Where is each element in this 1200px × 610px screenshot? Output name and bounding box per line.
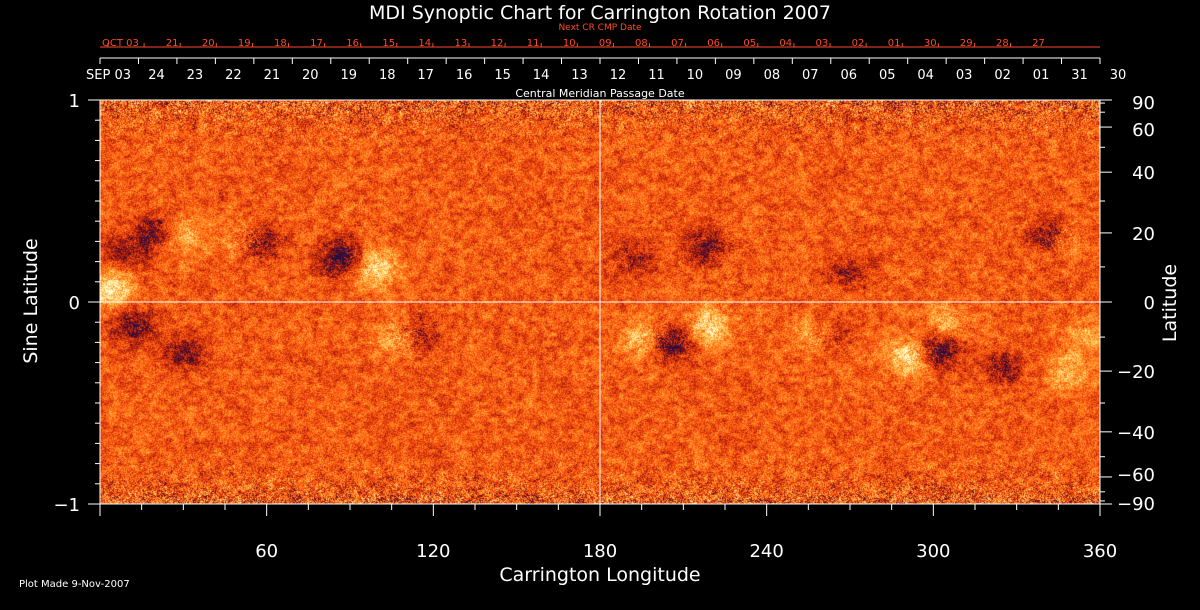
next-cr-date-label: 06: [707, 38, 720, 49]
next-cr-date-label: 21: [166, 38, 179, 49]
next-cr-date-label: 13: [455, 38, 468, 49]
next-cr-date-label: 20: [202, 38, 215, 49]
plot-date-footer: Plot Made 9-Nov-2007: [19, 579, 130, 590]
cmp-date-label: 24: [148, 68, 165, 83]
chart-title: MDI Synoptic Chart for Carrington Rotati…: [369, 2, 831, 24]
cmp-date-label: 02: [994, 68, 1011, 83]
y-right-tick-label: 0: [1144, 293, 1155, 314]
y-right-tick-label: 90: [1132, 93, 1155, 114]
next-cr-date-label: 29: [960, 38, 973, 49]
next-cr-date-label: 03: [816, 38, 829, 49]
next-cr-date-label: 16: [346, 38, 359, 49]
cmp-date-label: 10: [687, 68, 704, 83]
y-right-tick-label: −20: [1117, 362, 1155, 383]
x-tick-label: 60: [255, 541, 278, 562]
y-left-tick-label: 1: [69, 91, 80, 112]
x-tick-label: 240: [749, 541, 783, 562]
cmp-date-label: 31: [1071, 68, 1088, 83]
cmp-date-label: 19: [340, 68, 357, 83]
next-cr-date-label: 02: [852, 38, 865, 49]
next-cr-date-label: 05: [743, 38, 756, 49]
next-cr-date-label: 11: [527, 38, 540, 49]
cmp-date-label: 22: [225, 68, 242, 83]
cmp-date-label: 17: [417, 68, 434, 83]
x-tick-label: 300: [916, 541, 950, 562]
cmp-date-label: 04: [917, 68, 934, 83]
cmp-date-label: 21: [264, 68, 281, 83]
next-cr-date-label: 18: [274, 38, 287, 49]
y-right-tick-label: −40: [1117, 423, 1155, 444]
cmp-date-label: 20: [302, 68, 319, 83]
next-cr-date-label: 07: [671, 38, 684, 49]
cmp-date-label: 05: [879, 68, 896, 83]
y-right-tick-label: 60: [1132, 120, 1155, 141]
cmp-date-label: 14: [533, 68, 550, 83]
y-right-tick-label: −60: [1117, 465, 1155, 486]
next-cr-date-label: 09: [599, 38, 612, 49]
next-cr-date-label: 01: [888, 38, 901, 49]
y-left-tick-label: −1: [53, 495, 80, 516]
x-tick-label: 120: [416, 541, 450, 562]
next-cr-date-label: 04: [779, 38, 792, 49]
next-cr-date-label: 19: [238, 38, 251, 49]
next-cr-date-label: 14: [418, 38, 431, 49]
cmp-date-label: 01: [1033, 68, 1050, 83]
cmp-date-label: SEP 03: [86, 68, 131, 83]
cmp-date-label: 03: [956, 68, 973, 83]
y-right-tick-label: −90: [1117, 494, 1155, 515]
cmp-date-label: 06: [840, 68, 857, 83]
cmp-date-label: 16: [456, 68, 473, 83]
cmp-date-label: 11: [648, 68, 665, 83]
cmp-date-label: 07: [802, 68, 819, 83]
cmp-axis-label: Central Meridian Passage Date: [515, 87, 685, 100]
cmp-date-label: 08: [764, 68, 781, 83]
cmp-date-label: 30: [1110, 68, 1127, 83]
next-cr-date-label: 27: [1032, 38, 1045, 49]
cmp-date-label: 18: [379, 68, 396, 83]
next-cr-label: Next CR CMP Date: [558, 23, 642, 33]
x-axis-label: Carrington Longitude: [499, 564, 701, 586]
next-cr-date-label: 28: [996, 38, 1009, 49]
next-cr-date-label: 15: [382, 38, 395, 49]
cmp-date-label: 09: [725, 68, 742, 83]
next-cr-date-label: 10: [563, 38, 576, 49]
y-left-tick-label: 0: [69, 293, 80, 314]
next-cr-date-label: 08: [635, 38, 648, 49]
x-tick-label: 360: [1083, 541, 1117, 562]
y-axis-label-left: Sine Latitude: [20, 238, 42, 364]
y-right-tick-label: 40: [1132, 163, 1155, 184]
x-tick-label: 180: [583, 541, 617, 562]
cmp-date-label: 23: [187, 68, 204, 83]
cmp-date-label: 12: [610, 68, 627, 83]
next-cr-date-label: 12: [491, 38, 504, 49]
cmp-date-label: 15: [494, 68, 511, 83]
y-axis-label-right: Latitude: [1159, 263, 1181, 343]
cmp-date-label: 13: [571, 68, 588, 83]
next-cr-date-label: OCT 03: [102, 38, 139, 49]
y-right-tick-label: 20: [1132, 224, 1155, 245]
next-cr-date-label: 17: [310, 38, 323, 49]
next-cr-date-label: 30: [924, 38, 937, 49]
